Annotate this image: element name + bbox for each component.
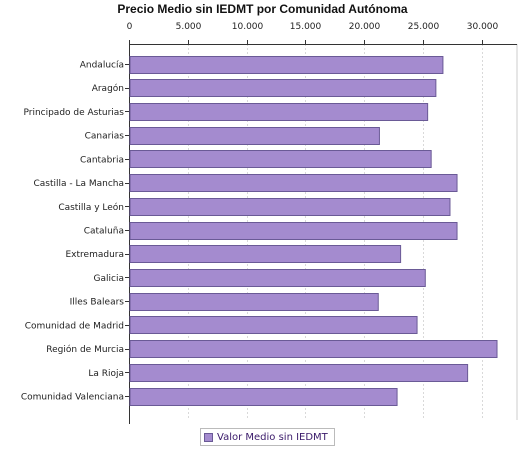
x-tick-label: 25.000 <box>408 22 440 32</box>
category-label: Aragón <box>92 83 124 94</box>
category-label: Galicia <box>94 274 124 284</box>
x-tick-label: 5.000 <box>176 22 202 32</box>
category-label: Extremadura <box>66 250 125 260</box>
bars <box>129 56 498 406</box>
category-label: Comunidad de Madrid <box>25 321 124 331</box>
bar <box>129 103 429 121</box>
x-tick-label: 15.000 <box>290 22 322 32</box>
x-tick-label: 0 <box>127 22 133 32</box>
legend: Valor Medio sin IEDMT <box>200 428 335 446</box>
category-label: La Rioja <box>88 369 124 379</box>
category-labels: Andalucía Aragón Principado de Asturias Can… <box>21 61 129 403</box>
chart-title: Precio Medio sin IEDMT por Comunidad Aut… <box>117 2 408 16</box>
legend-swatch <box>204 432 213 442</box>
bar <box>129 269 426 287</box>
category-label: Castilla y León <box>58 202 124 213</box>
bar <box>129 198 451 216</box>
bar <box>129 316 418 334</box>
category-label: Castilla - La Mancha <box>33 179 124 189</box>
bar <box>129 79 437 97</box>
category-label: Cantabria <box>80 155 124 165</box>
bar <box>129 127 380 145</box>
bar <box>129 56 444 74</box>
legend-label: Valor Medio sin IEDMT <box>217 431 328 443</box>
category-label: Región de Murcia <box>46 344 124 355</box>
bar <box>129 174 458 192</box>
bar <box>129 245 402 263</box>
bar <box>129 222 458 240</box>
bar <box>129 364 469 382</box>
x-tick-label: 20.000 <box>349 22 381 32</box>
bar <box>129 150 432 168</box>
category-label: Comunidad Valenciana <box>21 393 124 403</box>
bar <box>129 388 398 406</box>
category-label: Illes Balears <box>70 298 125 308</box>
x-tick-label: 30.000 <box>467 22 499 32</box>
x-tick-label: 10.000 <box>232 22 264 32</box>
bar <box>129 293 379 311</box>
category-label: Cataluña <box>84 227 124 237</box>
bar <box>129 340 498 358</box>
category-label: Andalucía <box>80 61 124 71</box>
x-axis-ticks: 0 5.000 10.000 15.000 20.000 25.000 30.000 <box>127 22 499 44</box>
category-label: Principado de Asturias <box>23 108 124 118</box>
category-label: Canarias <box>85 132 125 142</box>
